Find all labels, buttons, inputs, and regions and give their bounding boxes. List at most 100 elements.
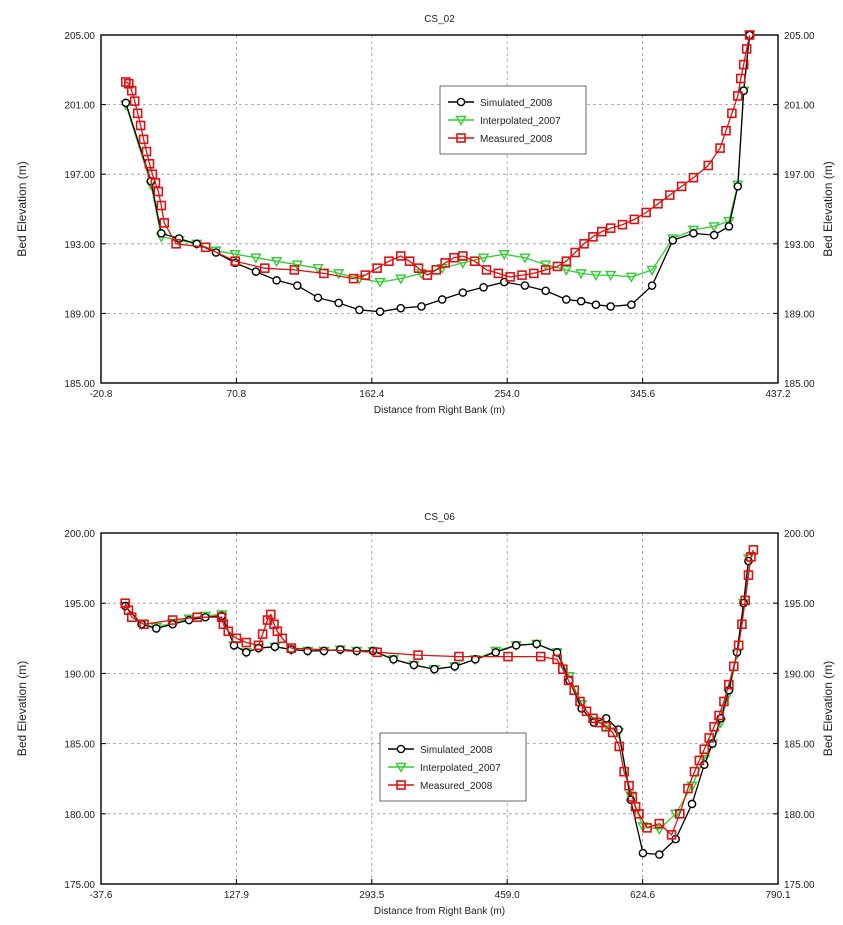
data-point bbox=[721, 125, 731, 136]
data-point bbox=[683, 783, 693, 794]
data-point bbox=[714, 710, 724, 721]
data-point bbox=[336, 645, 345, 654]
data-point bbox=[638, 848, 648, 858]
data-point bbox=[417, 302, 426, 311]
y-tick-label: 193.00 bbox=[64, 240, 95, 251]
y-axis-label-right: Bed Elevation (m) bbox=[821, 661, 835, 756]
data-point bbox=[157, 229, 166, 238]
data-point bbox=[422, 270, 433, 280]
legend-marker bbox=[396, 744, 406, 754]
legend: Simulated_2008 Interpolated_2007 Measured_… bbox=[439, 85, 587, 155]
data-point bbox=[520, 281, 530, 290]
x-tick-label: 790.1 bbox=[765, 890, 790, 901]
data-point bbox=[748, 545, 759, 555]
data-point bbox=[277, 633, 288, 644]
data-point bbox=[395, 274, 407, 285]
data-point bbox=[637, 822, 649, 833]
y-axis-label: Bed Elevation (m) bbox=[15, 161, 29, 256]
data-point bbox=[493, 268, 504, 279]
data-point bbox=[355, 305, 364, 315]
data-point bbox=[332, 269, 345, 280]
data-point bbox=[532, 639, 541, 649]
data-point bbox=[708, 222, 720, 233]
data-point bbox=[481, 265, 492, 275]
data-point bbox=[144, 158, 155, 169]
data-point bbox=[646, 265, 658, 276]
data-point bbox=[579, 239, 589, 249]
data-point bbox=[334, 298, 343, 308]
data-point bbox=[733, 182, 743, 191]
x-tick-label: 345.6 bbox=[630, 389, 655, 400]
data-point bbox=[218, 619, 229, 630]
data-point bbox=[605, 223, 616, 233]
legend-marker bbox=[456, 97, 466, 107]
data-point bbox=[123, 78, 134, 89]
data-point bbox=[396, 303, 406, 313]
data-point bbox=[450, 662, 460, 671]
data-point bbox=[540, 265, 551, 275]
data-point bbox=[141, 146, 152, 157]
data-point bbox=[666, 830, 677, 840]
x-tick-label: 293.5 bbox=[359, 890, 384, 901]
legend-marker bbox=[455, 115, 467, 126]
data-point bbox=[229, 250, 241, 261]
data-point bbox=[655, 850, 664, 859]
data-point bbox=[647, 281, 657, 290]
data-point bbox=[699, 744, 710, 755]
x-tick-label: -20.8 bbox=[90, 389, 113, 400]
y-tick-label-right: 205.00 bbox=[784, 31, 815, 42]
data-point bbox=[724, 679, 734, 690]
data-point bbox=[430, 664, 439, 674]
data-point bbox=[740, 595, 751, 606]
series-square bbox=[120, 545, 759, 840]
data-point bbox=[653, 198, 663, 209]
data-point bbox=[576, 296, 586, 306]
legend-marker bbox=[396, 780, 406, 790]
data-point bbox=[231, 633, 242, 644]
y-tick-label-right: 197.00 bbox=[784, 170, 815, 181]
y-tick-label-right: 200.00 bbox=[784, 529, 815, 540]
data-point bbox=[741, 44, 752, 54]
data-point bbox=[126, 85, 137, 96]
data-point bbox=[686, 781, 698, 792]
data-point bbox=[250, 253, 262, 264]
y-axis-label-right: Bed Elevation (m) bbox=[821, 161, 835, 256]
data-point bbox=[624, 780, 634, 791]
data-point bbox=[289, 265, 300, 275]
data-point bbox=[728, 661, 739, 672]
data-point bbox=[374, 277, 386, 289]
y-tick-label: 195.00 bbox=[64, 599, 95, 610]
chart-title: CS_06 bbox=[424, 512, 455, 523]
legend-label: Simulated_2008 bbox=[420, 745, 493, 756]
data-point bbox=[723, 216, 735, 228]
data-point bbox=[558, 664, 568, 674]
data-point bbox=[372, 263, 382, 273]
data-point bbox=[746, 552, 756, 562]
data-point bbox=[738, 59, 749, 70]
data-point bbox=[121, 98, 131, 108]
series-square bbox=[121, 30, 755, 284]
data-point bbox=[171, 239, 181, 249]
data-point bbox=[286, 643, 297, 653]
data-point bbox=[138, 134, 149, 145]
data-point bbox=[570, 247, 580, 258]
y-tick-label: 200.00 bbox=[64, 529, 95, 540]
data-point bbox=[689, 766, 700, 777]
data-point bbox=[597, 226, 607, 237]
data-point bbox=[135, 120, 146, 131]
data-point bbox=[627, 300, 636, 310]
data-point bbox=[733, 640, 744, 651]
data-point bbox=[469, 256, 480, 267]
data-point bbox=[395, 251, 406, 261]
data-point bbox=[259, 263, 270, 273]
data-point bbox=[230, 256, 241, 267]
y-tick-label: 197.00 bbox=[64, 170, 95, 181]
data-point bbox=[627, 792, 638, 802]
x-tick-label: -37.6 bbox=[90, 890, 113, 901]
data-point bbox=[319, 268, 329, 279]
legend-label: Measured_2008 bbox=[420, 781, 493, 792]
data-point bbox=[319, 646, 329, 656]
y-tick-label: 185.00 bbox=[64, 379, 95, 390]
data-point bbox=[126, 612, 137, 623]
